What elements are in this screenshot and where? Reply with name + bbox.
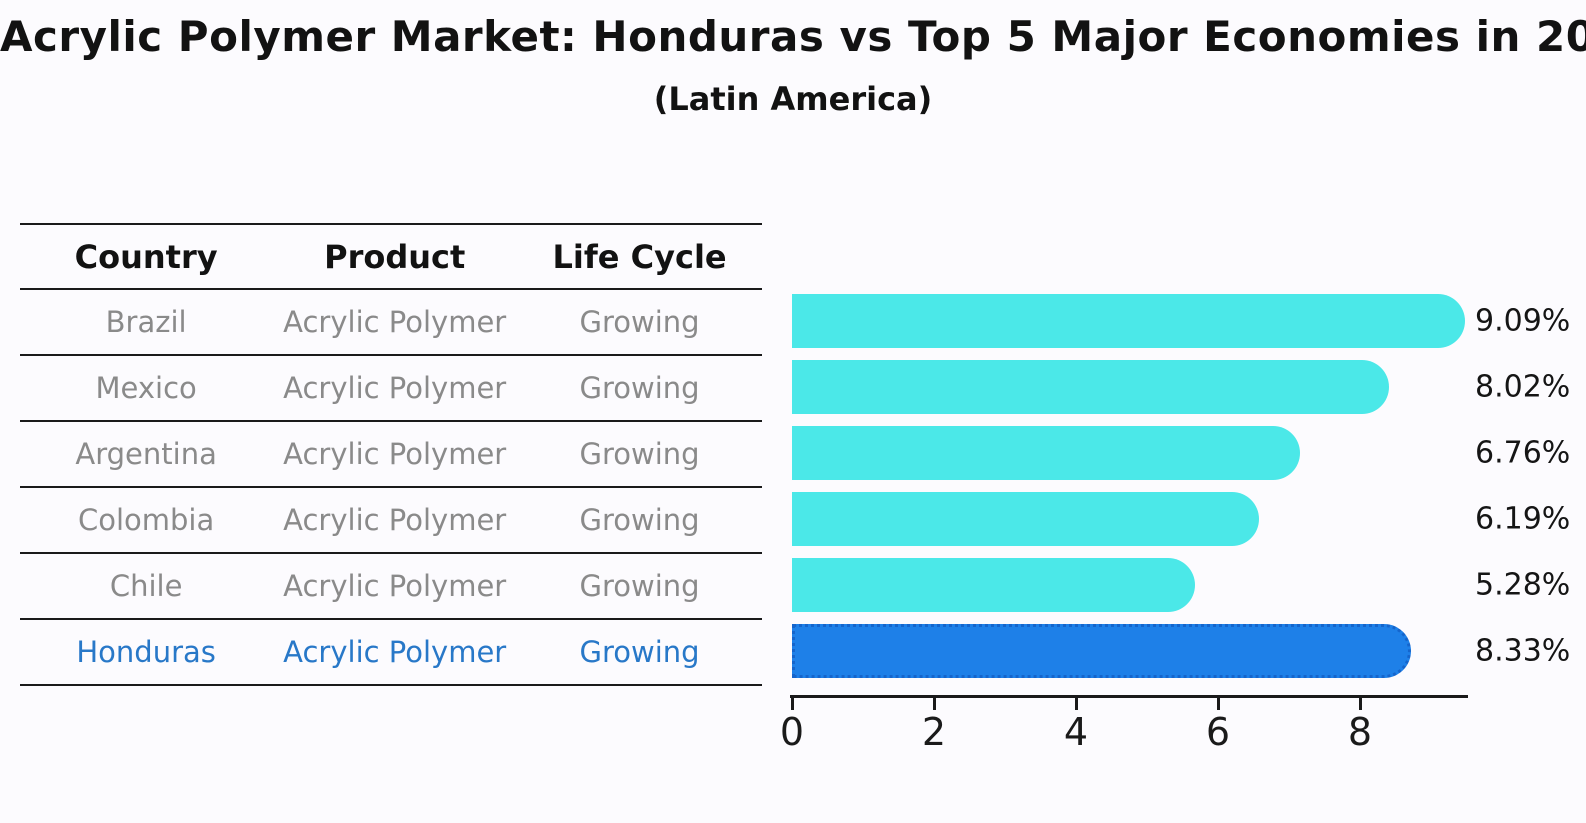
table-cell-product: Acrylic Polymer <box>283 635 507 669</box>
bar <box>792 558 1195 612</box>
table-cell-country: Brazil <box>105 305 187 339</box>
table-cell-country: Mexico <box>95 371 197 405</box>
x-axis-line <box>790 695 1468 698</box>
x-axis-tick <box>1217 698 1220 710</box>
table-cell-life-cycle: Growing <box>579 437 700 471</box>
table-cell-country: Chile <box>109 569 183 603</box>
x-axis-tick-label: 6 <box>1205 710 1231 754</box>
x-axis-tick-label: 2 <box>921 710 947 754</box>
table-row: Chile Acrylic Polymer Growing <box>20 554 762 620</box>
x-axis-tick <box>791 698 794 710</box>
bar <box>792 492 1260 546</box>
bar-row: 6.19% <box>792 486 1570 552</box>
table-cell-life-cycle: Growing <box>579 305 700 339</box>
table-header-life-cycle: Life Cycle <box>552 237 727 276</box>
bar <box>792 360 1390 414</box>
bar-row: 8.02% <box>792 354 1570 420</box>
bar-row: 8.33% <box>792 618 1570 684</box>
x-axis-tick-label: 8 <box>1347 710 1373 754</box>
table-cell-life-cycle: Growing <box>579 503 700 537</box>
table-cell-product: Acrylic Polymer <box>283 569 507 603</box>
table-cell-country: Colombia <box>77 503 215 537</box>
table-cell-product: Acrylic Polymer <box>283 371 507 405</box>
table-row: Colombia Acrylic Polymer Growing <box>20 488 762 554</box>
x-axis-tick <box>1075 698 1078 710</box>
table-cell-product: Acrylic Polymer <box>283 305 507 339</box>
x-axis-tick-label: 0 <box>779 710 805 754</box>
bar-value-label: 5.28% <box>1475 567 1571 603</box>
bar-value-label: 9.09% <box>1475 303 1571 339</box>
table-cell-country: Argentina <box>75 437 217 471</box>
bar-value-label: 6.19% <box>1475 501 1571 537</box>
table-header-product: Product <box>324 237 466 276</box>
table-cell-country: Honduras <box>76 635 216 669</box>
bar-chart: 9.09% 8.02% 6.76% 6.19% 5.28% 8.33% <box>792 288 1570 684</box>
table-cell-life-cycle: Growing <box>579 371 700 405</box>
table-row: Argentina Acrylic Polymer Growing <box>20 422 762 488</box>
page-subtitle: (Latin America) <box>653 80 933 118</box>
table-row: Brazil Acrylic Polymer Growing <box>20 290 762 356</box>
table-cell-product: Acrylic Polymer <box>283 503 507 537</box>
bar-row: 9.09% <box>792 288 1570 354</box>
table-row: Mexico Acrylic Polymer Growing <box>20 356 762 422</box>
bar-value-label: 8.02% <box>1475 369 1571 405</box>
bar-row: 6.76% <box>792 420 1570 486</box>
bar <box>792 426 1300 480</box>
table-cell-life-cycle: Growing <box>579 635 700 669</box>
table-header-country: Country <box>74 237 218 276</box>
table-header-row: Country Product Life Cycle <box>20 225 762 290</box>
table-cell-life-cycle: Growing <box>579 569 700 603</box>
table-cell-product: Acrylic Polymer <box>283 437 507 471</box>
x-axis-tick <box>933 698 936 710</box>
bar-row: 5.28% <box>792 552 1570 618</box>
bar <box>792 624 1412 678</box>
bar-value-label: 8.33% <box>1475 633 1571 669</box>
table-body: Brazil Acrylic Polymer Growing Mexico Ac… <box>20 290 762 686</box>
bar-value-label: 6.76% <box>1475 435 1571 471</box>
bar <box>792 294 1466 348</box>
x-axis-tick-label: 4 <box>1063 710 1089 754</box>
x-axis-tick <box>1359 698 1362 710</box>
country-table: Country Product Life Cycle Brazil Acryli… <box>20 223 762 686</box>
table-row: Honduras Acrylic Polymer Growing <box>20 620 762 686</box>
page-title: Acrylic Polymer Market: Honduras vs Top … <box>0 12 1586 61</box>
